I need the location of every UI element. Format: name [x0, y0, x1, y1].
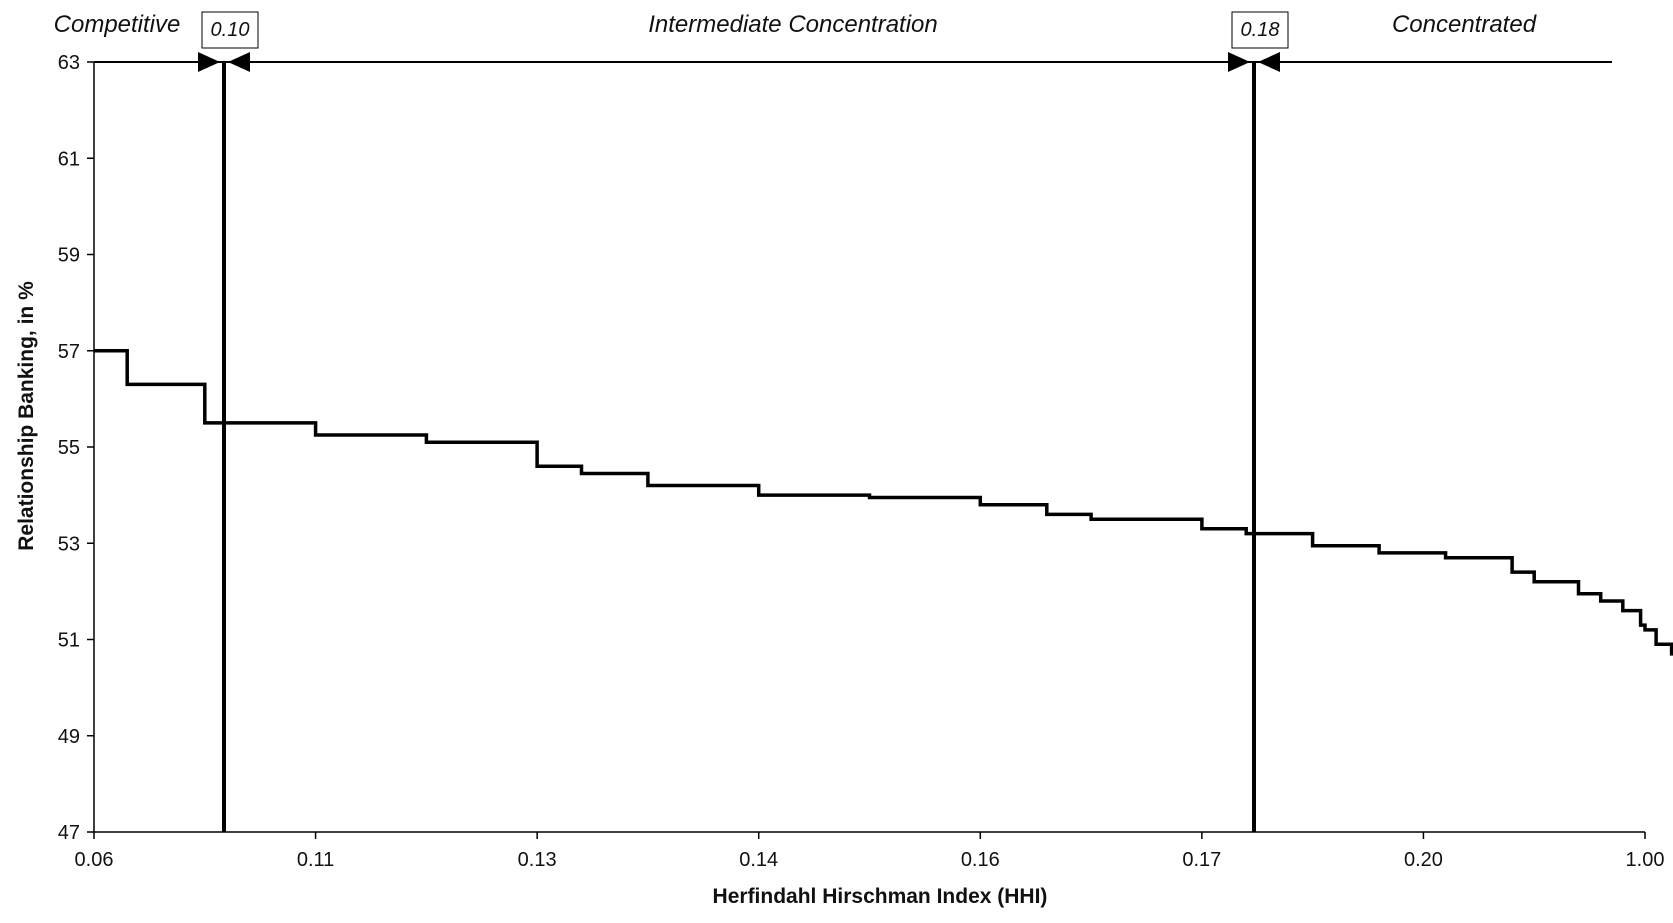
region-label: Competitive	[54, 11, 181, 38]
threshold-label: 0.18	[1241, 19, 1280, 41]
threshold-arrow-right	[228, 52, 250, 72]
threshold-label: 0.10	[211, 19, 250, 41]
y-tick-label: 49	[58, 726, 80, 748]
y-axis-title: Relationship Banking, in %	[15, 281, 38, 551]
threshold-arrow-right	[1258, 52, 1280, 72]
y-tick-label: 55	[58, 437, 80, 459]
x-tick-label: 0.11	[297, 849, 334, 871]
x-tick-label: 0.17	[1182, 849, 1221, 871]
y-tick-label: 61	[58, 148, 80, 170]
region-label: Intermediate Concentration	[648, 11, 938, 38]
y-tick-label: 51	[58, 630, 80, 652]
y-tick-label: 47	[58, 822, 80, 844]
threshold-label-box	[201, 11, 259, 49]
x-axis-title: Herfindahl Hirschman Index (HHI)	[713, 885, 1048, 908]
y-tick-label: 63	[58, 52, 80, 74]
y-tick-label: 57	[58, 341, 80, 363]
x-tick-label: 0.13	[518, 849, 557, 871]
x-tick-label: 0.06	[75, 849, 114, 871]
annotation-group: 0.10 0.18 Competitive Intermediate Concentr…	[54, 11, 1612, 832]
threshold-label-box	[1231, 11, 1289, 49]
x-tick-label: 0.20	[1404, 849, 1443, 871]
region-label: Concentrated	[1392, 11, 1537, 38]
tick-group: 47 49 51 53 55 57 59 61 63 0.06 0.11 0.13 0.14 0.16 0.…	[58, 52, 1665, 871]
threshold-arrow-left	[198, 52, 220, 72]
y-tick-label: 53	[58, 533, 80, 555]
axes-group	[93, 62, 1645, 833]
threshold-arrow-left	[1228, 52, 1250, 72]
x-tick-label: 0.16	[961, 849, 1000, 871]
series-group	[94, 349, 1673, 656]
x-tick-label: 1.00	[1626, 849, 1665, 871]
relationship-banking-line	[94, 349, 1673, 656]
x-tick-label: 0.14	[739, 849, 778, 871]
y-tick-label: 59	[58, 245, 80, 267]
